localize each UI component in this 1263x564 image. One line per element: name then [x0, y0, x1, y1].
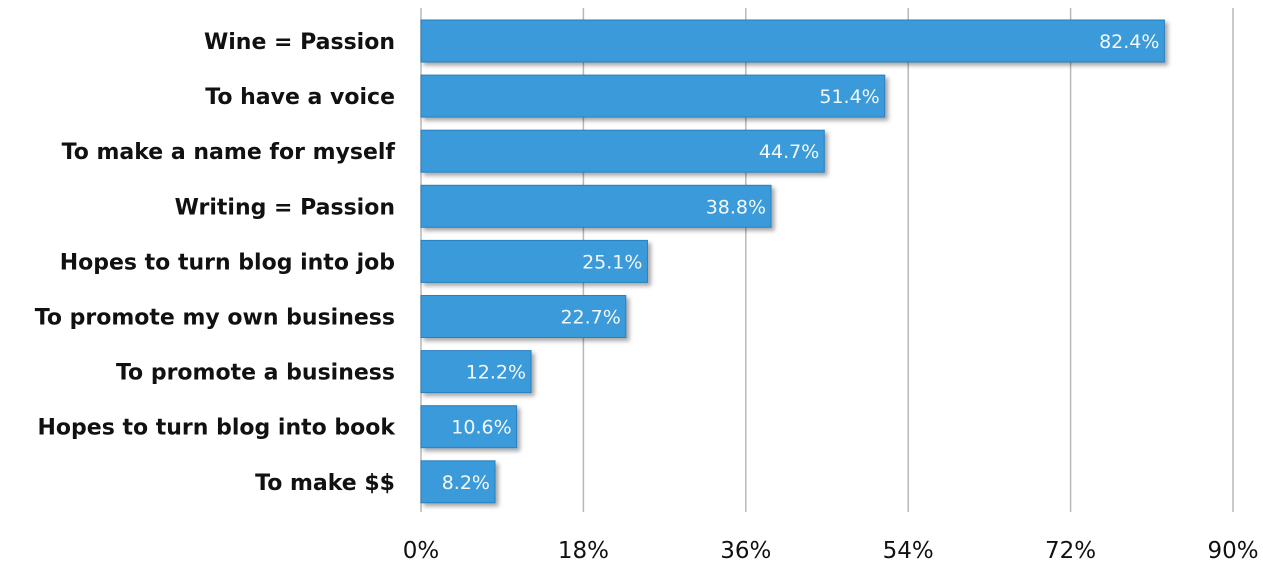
category-label: Wine = Passion — [204, 30, 395, 55]
category-label: Writing = Passion — [175, 195, 395, 220]
category-label: Hopes to turn blog into book — [38, 416, 397, 441]
bar — [420, 405, 518, 449]
x-tick-label: 54% — [883, 538, 934, 564]
bar — [420, 350, 532, 394]
bars: 82.4% 51.4% 44.7% 38.8% 25.1% 22.7% 12.2% 10.6%… — [420, 19, 1165, 504]
bar-value-label: 25.1% — [582, 251, 642, 273]
category-label: Hopes to turn blog into job — [60, 250, 395, 275]
bar-value-label: 38.8% — [706, 196, 766, 218]
category-label: To make a name for myself — [62, 140, 396, 165]
bar-value-label: 82.4% — [1099, 31, 1159, 53]
bar-value-label: 22.7% — [560, 307, 620, 329]
x-tick-label: 0% — [403, 538, 440, 564]
bar — [420, 184, 772, 228]
bar — [420, 19, 1165, 63]
category-labels: Wine = Passion To have a voice To make a n… — [35, 30, 397, 496]
x-tick-label: 90% — [1207, 538, 1258, 564]
bar — [420, 129, 825, 173]
bar — [420, 295, 627, 338]
x-axis-tick-labels: 0% 18% 36% 54% 72% 90% — [403, 538, 1259, 564]
bar-value-label: 44.7% — [759, 141, 819, 163]
category-label: To promote a business — [116, 361, 395, 386]
category-label: To make $$ — [255, 471, 395, 496]
bar — [420, 460, 496, 504]
x-tick-label: 72% — [1045, 538, 1096, 564]
bar-value-label: 8.2% — [442, 472, 490, 494]
bar-value-label: 51.4% — [819, 86, 879, 108]
bar-value-label: 12.2% — [466, 362, 526, 384]
x-tick-label: 36% — [720, 538, 771, 564]
x-tick-label: 18% — [558, 538, 609, 564]
category-label: To have a voice — [205, 85, 395, 110]
bar-value-label: 10.6% — [451, 417, 511, 439]
bar — [420, 74, 886, 118]
category-label: To promote my own business — [35, 306, 395, 331]
bar — [420, 239, 648, 283]
